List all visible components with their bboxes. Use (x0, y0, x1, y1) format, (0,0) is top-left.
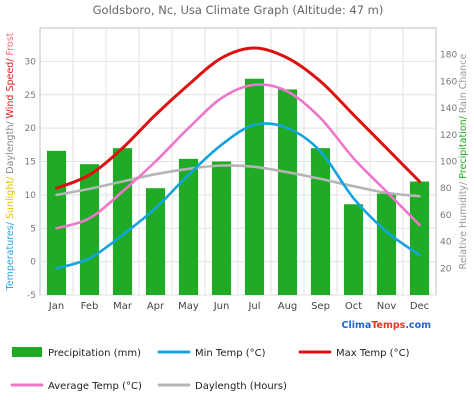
precipitation-bar (46, 150, 67, 295)
precipitation-bar (178, 158, 199, 295)
daylength-line (55, 164, 421, 198)
month-label: Nov (377, 301, 397, 312)
precipitation-bar (277, 89, 298, 295)
month-label: Mar (113, 301, 133, 312)
right-axis-tick-label: 160 (440, 77, 457, 87)
precipitation-bar (211, 161, 232, 295)
right-axis-tick-label: 80 (440, 184, 452, 194)
month-label: Aug (278, 301, 298, 312)
left-axis-label: Temperatures/ Sunlight/ Daylength/ Wind … (5, 32, 16, 291)
precipitation-bar (145, 188, 166, 295)
min-temp-line (55, 122, 421, 270)
legend-precipitation-swatch (12, 347, 42, 357)
brand-part: Temps (371, 320, 405, 331)
right-axis-tick-label: 100 (440, 158, 457, 168)
left-axis-tick-label: 15 (25, 158, 36, 168)
left-axis-tick-label: -5 (27, 291, 36, 301)
month-label: Jul (247, 301, 260, 312)
right-axis-tick-label: 180 (440, 51, 457, 61)
precipitation-bar (409, 181, 430, 295)
month-label: Apr (147, 301, 165, 312)
precipitation-bar (310, 148, 331, 295)
right-axis-tick-label: 60 (440, 211, 452, 221)
month-label: Oct (345, 301, 362, 312)
brand-part: Clima (342, 320, 372, 331)
right-axis-tick-label: 120 (440, 131, 457, 141)
precipitation-bar (79, 164, 100, 295)
left-axis-label-part: Daylength/ (5, 118, 16, 173)
legend-precipitation-label: Precipitation (mm) (48, 348, 141, 359)
brand-part: .com (405, 320, 431, 331)
right-axis-tick-label: 140 (440, 104, 457, 114)
month-label: Jan (48, 301, 64, 312)
right-axis-label: Relative Humidity/ Precipitation/ Rain C… (458, 53, 469, 269)
month-label: Feb (81, 301, 99, 312)
legend-min-temp-label: Min Temp (°C) (195, 348, 266, 359)
max-temp-line (55, 46, 421, 190)
left-axis-tick-label: 30 (25, 57, 37, 67)
left-axis-label-part: Frost (5, 32, 16, 55)
brand-logo: ClimaTemps.com (342, 320, 432, 331)
precipitation-bar (343, 204, 364, 295)
left-axis-tick-label: 10 (25, 191, 37, 201)
left-axis-tick-label: 25 (25, 91, 36, 101)
left-axis-label-part: Sunlight/ (5, 174, 16, 219)
precipitation-bar (244, 78, 265, 295)
month-label: Sep (311, 301, 330, 312)
chart-title: Goldsboro, Nc, Usa Climate Graph (Altitu… (93, 3, 384, 17)
legend-average-temp-label: Average Temp (°C) (48, 381, 142, 392)
left-axis-tick-label: 0 (30, 258, 36, 268)
right-axis-label-part: Precipitation/ (458, 113, 469, 179)
left-axis-tick-label: 5 (30, 224, 36, 234)
month-label: Jun (213, 301, 230, 312)
average-temp-line (55, 83, 421, 230)
left-axis-label-part: Temperatures/ (5, 219, 16, 291)
legend-daylength-label: Daylength (Hours) (195, 381, 287, 392)
left-axis-label-part: Wind Speed/ (5, 56, 16, 119)
month-label: Dec (410, 301, 429, 312)
right-axis-label-part: Relative Humidity/ (458, 179, 469, 270)
precipitation-bar (376, 193, 397, 295)
legend-max-temp-label: Max Temp (°C) (336, 348, 410, 359)
precipitation-bar (112, 148, 133, 295)
right-axis-tick-label: 40 (440, 238, 452, 248)
right-axis-tick-label: 20 (440, 264, 452, 274)
left-axis-tick-label: 20 (25, 124, 37, 134)
month-label: May (178, 301, 199, 312)
right-axis-label-part: Rain Chance (458, 53, 469, 113)
